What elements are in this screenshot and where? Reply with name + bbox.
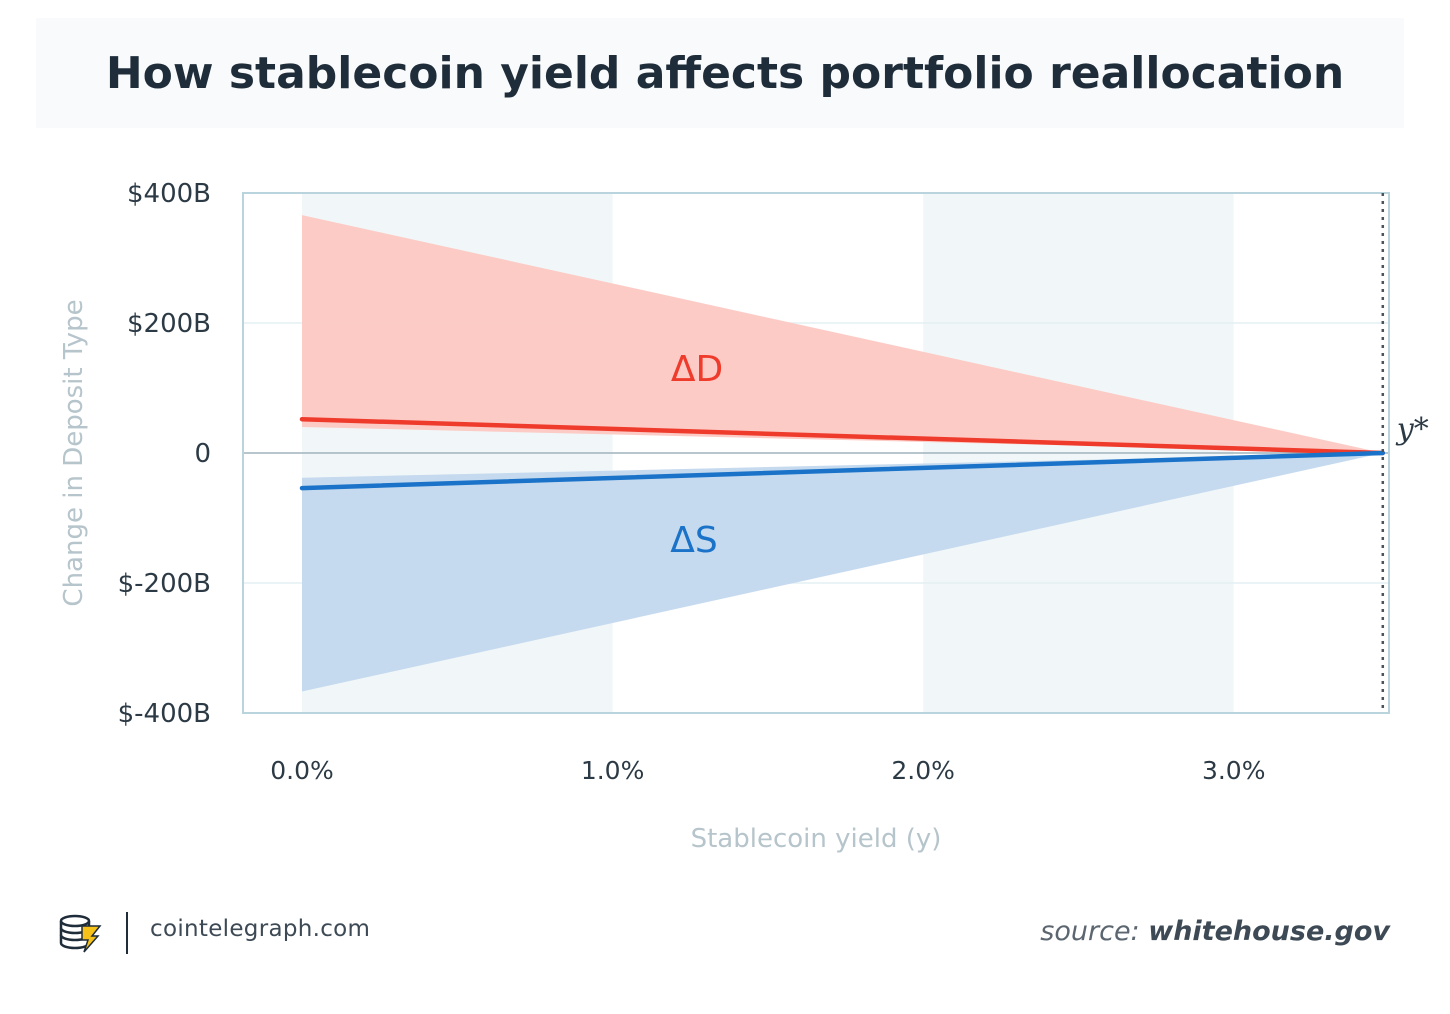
y-tick-label-4: $-400B (118, 699, 211, 729)
series-label-delta-s: ΔS (670, 520, 717, 561)
chart-title: How stablecoin yield affects portfolio r… (105, 48, 1345, 99)
series-label-delta-d: ΔD (671, 349, 723, 390)
footer-divider (126, 912, 128, 954)
x-tick-label-1: 1.0% (581, 756, 645, 785)
y-tick-label-1: $200B (127, 309, 211, 339)
y-tick-label-0: $400B (127, 179, 211, 209)
footer-site-link[interactable]: cointelegraph.com (150, 916, 371, 942)
y-tick-label-2: 0 (194, 439, 211, 469)
y-tick-label-3: $-200B (118, 569, 211, 599)
plot-frame (242, 192, 1390, 714)
footer-source: source: whitehouse.gov (1040, 916, 1390, 947)
cointelegraph-logo-icon (58, 912, 104, 958)
title-band (36, 18, 1404, 128)
band-delta-d (302, 215, 1383, 453)
series-line-delta-d (299, 416, 1386, 456)
x-axis-title: Stablecoin yield (y) (691, 824, 942, 854)
source-prefix: source: (1040, 916, 1140, 947)
x-tick-label-0: 0.0% (270, 756, 334, 785)
y-star-label: y* (1395, 412, 1429, 447)
band-delta-s (302, 453, 1383, 692)
series-line-delta-s (299, 450, 1386, 491)
x-tick-label-2: 2.0% (891, 756, 955, 785)
x-tick-label-3: 3.0% (1202, 756, 1266, 785)
y-axis-title: Change in Deposit Type (59, 299, 89, 606)
source-host[interactable]: whitehouse.gov (1148, 916, 1390, 947)
